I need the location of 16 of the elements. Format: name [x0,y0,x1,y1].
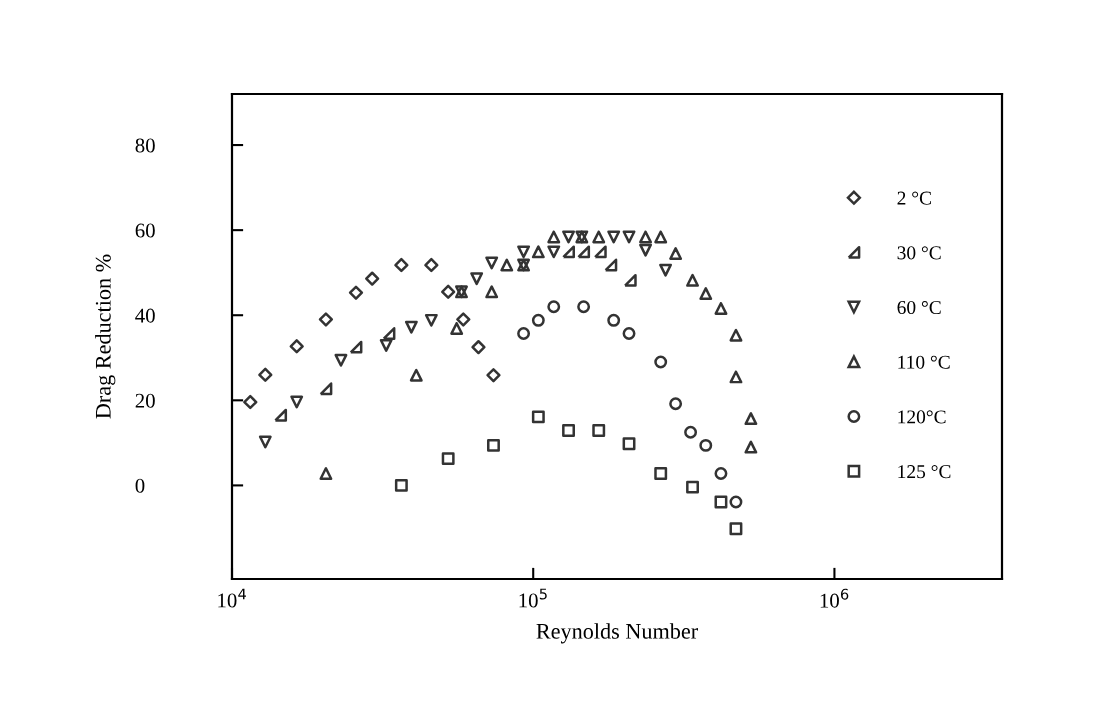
legend-label: 30 °C [897,246,941,260]
legend-label: 125 °C [898,465,951,479]
legend-label: 120°C [898,410,946,424]
y-tick-label: 0 [135,478,145,493]
legend-label: 60 °C [897,300,941,315]
legend-label: 2 °C [897,191,931,205]
x-axis-title: Reynolds Number [536,623,698,644]
y-tick-label: 40 [135,308,155,323]
legend-label: 110 °C [898,355,950,369]
y-tick-label: 80 [135,138,155,153]
y-axis-title: Drag Reduction % [95,254,116,419]
y-tick-label: 60 [135,223,155,238]
x-tick-label: 10$^{4}$ [218,588,246,608]
y-tick-label: 20 [135,393,155,408]
x-tick-label: 10$^{6}$ [820,588,849,608]
x-tick-label: 10$^{5}$ [519,588,547,608]
